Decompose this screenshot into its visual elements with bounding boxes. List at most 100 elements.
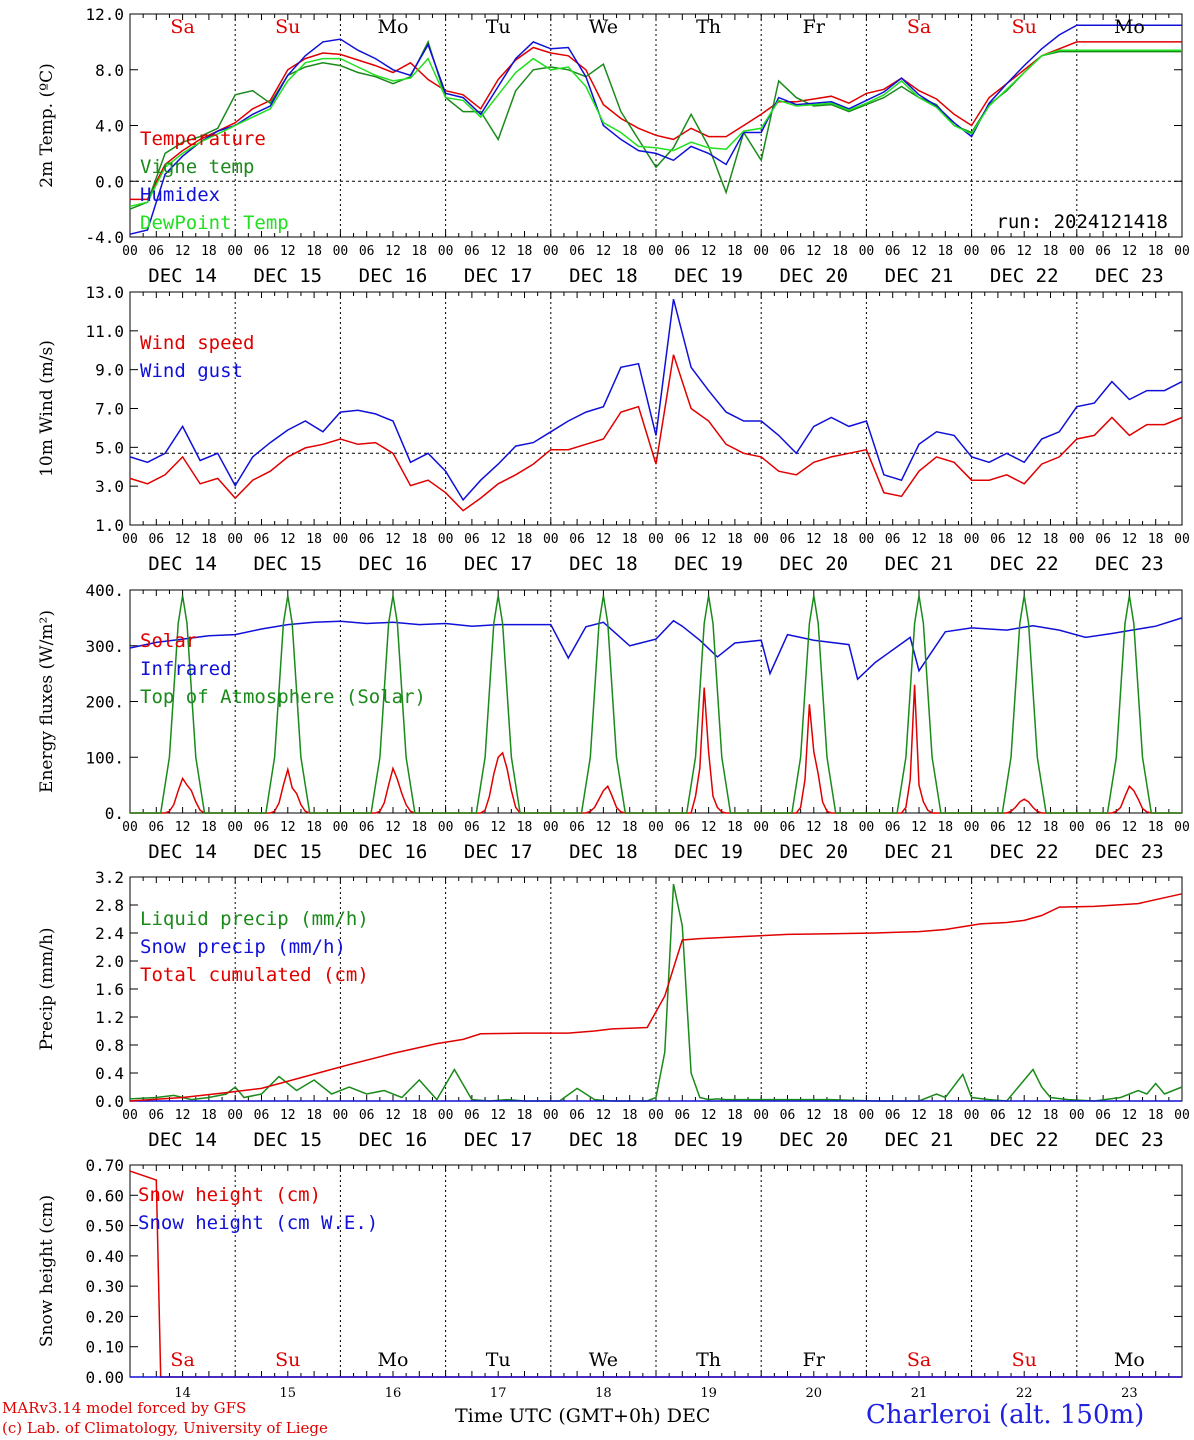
legend-entry: Snow height (cm W.E.) <box>138 1212 378 1234</box>
x-hour-label: 12 <box>701 820 717 835</box>
x-hour-label: 18 <box>727 532 743 547</box>
x-hour-label: 00 <box>333 532 349 547</box>
day-of-week-label-bottom: Fr <box>803 1349 826 1371</box>
x-date-label: DEC 20 <box>779 265 848 287</box>
x-date-label: DEC 19 <box>674 841 743 863</box>
x-hour-label: 18 <box>201 244 217 259</box>
x-date-label: DEC 22 <box>990 841 1059 863</box>
x-date-label: DEC 16 <box>359 553 428 575</box>
x-hour-label: 00 <box>438 1108 454 1123</box>
x-hour-label: 12 <box>806 532 822 547</box>
x-hour-label: 12 <box>806 820 822 835</box>
day-number-label: 17 <box>490 1386 507 1401</box>
legend-entry: Wind gust <box>140 360 243 382</box>
x-hour-label: 06 <box>359 244 375 259</box>
x-hour-label: 06 <box>990 244 1006 259</box>
legend-entry: Snow height (cm) <box>138 1184 321 1206</box>
x-hour-label: 18 <box>201 532 217 547</box>
x-hour-label: 00 <box>859 244 875 259</box>
panel-0-y-axis-label: 2m Temp. (ºC) <box>37 63 57 188</box>
series-line-humidex <box>129 24 1182 235</box>
x-hour-label: 12 <box>280 244 296 259</box>
day-of-week-label: Mo <box>1114 16 1145 38</box>
run-annotation: run: 2024121418 <box>996 211 1168 233</box>
x-hour-label: 12 <box>385 820 401 835</box>
x-date-label: DEC 19 <box>674 265 743 287</box>
panel-3-y-axis-label: Precip (mm/h) <box>37 927 57 1050</box>
x-date-label: DEC 23 <box>1095 265 1164 287</box>
x-hour-label: 12 <box>806 1108 822 1123</box>
legend-entry: Top of Atmosphere (Solar) <box>140 686 426 708</box>
panel-2-y-tick-label: 400. <box>85 581 124 600</box>
x-hour-label: 00 <box>227 1108 243 1123</box>
x-hour-label: 00 <box>333 244 349 259</box>
x-date-label: DEC 17 <box>464 553 533 575</box>
day-of-week-label-bottom: Su <box>275 1349 300 1371</box>
x-hour-label: 00 <box>1069 244 1085 259</box>
model-line: MARv3.14 model forced by GFS <box>2 1399 247 1417</box>
x-hour-label: 18 <box>306 1108 322 1123</box>
x-hour-label: 00 <box>753 1108 769 1123</box>
x-hour-label: 06 <box>1095 532 1111 547</box>
x-hour-label: 06 <box>674 1108 690 1123</box>
legend-entry: Wind speed <box>140 332 254 354</box>
x-hour-label: 18 <box>832 532 848 547</box>
x-hour-label: 12 <box>280 1108 296 1123</box>
panel-3-y-tick-label: 2.8 <box>95 896 124 915</box>
x-hour-label: 06 <box>464 820 480 835</box>
panel-3-y-tick-label: 3.2 <box>95 868 124 887</box>
x-hour-label: 18 <box>411 1108 427 1123</box>
panel-4-y-tick-label: 0.40 <box>85 1247 124 1266</box>
x-date-label: DEC 16 <box>359 1129 428 1151</box>
x-date-label: DEC 14 <box>148 1129 217 1151</box>
x-hour-label: 12 <box>1016 1108 1032 1123</box>
panel-4-y-tick-label: 0.70 <box>85 1156 124 1175</box>
x-hour-label: 00 <box>648 820 664 835</box>
x-hour-label: 12 <box>175 1108 191 1123</box>
panel-3-y-tick-label: 2.4 <box>95 924 124 943</box>
day-of-week-label-bottom: Tu <box>486 1349 511 1371</box>
x-hour-label: 00 <box>227 820 243 835</box>
x-hour-label: 18 <box>937 532 953 547</box>
x-hour-label: 06 <box>148 532 164 547</box>
day-of-week-label: Su <box>1012 16 1037 38</box>
x-hour-label: 06 <box>464 532 480 547</box>
legend-entry: Vigne temp <box>140 156 254 178</box>
panel-4-y-tick-label: 0.10 <box>85 1338 124 1357</box>
x-hour-label: 18 <box>622 1108 638 1123</box>
x-date-label: DEC 23 <box>1095 553 1164 575</box>
x-hour-label: 12 <box>385 1108 401 1123</box>
x-hour-label: 06 <box>569 1108 585 1123</box>
x-hour-label: 18 <box>937 244 953 259</box>
x-date-label: DEC 20 <box>779 1129 848 1151</box>
x-hour-label: 00 <box>227 244 243 259</box>
panel-2-y-tick-label: 100. <box>85 748 124 767</box>
x-hour-label: 00 <box>753 244 769 259</box>
x-hour-label: 00 <box>543 1108 559 1123</box>
x-hour-label: 00 <box>753 820 769 835</box>
x-hour-label: 00 <box>964 1108 980 1123</box>
x-hour-label: 06 <box>780 532 796 547</box>
x-hour-label: 18 <box>517 532 533 547</box>
day-of-week-label: Tu <box>486 16 511 38</box>
x-hour-label: 18 <box>622 244 638 259</box>
x-date-label: DEC 14 <box>148 265 217 287</box>
x-hour-label: 06 <box>990 820 1006 835</box>
x-hour-label: 12 <box>596 244 612 259</box>
x-hour-label: 00 <box>648 532 664 547</box>
x-hour-label: 06 <box>1095 820 1111 835</box>
panel-3-y-tick-label: 0.8 <box>95 1036 124 1055</box>
x-hour-label: 00 <box>1174 532 1190 547</box>
x-hour-label: 12 <box>701 532 717 547</box>
x-hour-label: 06 <box>569 820 585 835</box>
x-hour-label: 06 <box>885 1108 901 1123</box>
legend-entry: Infrared <box>140 658 232 680</box>
x-hour-label: 00 <box>122 1108 138 1123</box>
series-line-wind-speed <box>129 354 1183 512</box>
x-hour-label: 12 <box>806 244 822 259</box>
x-date-label: DEC 18 <box>569 265 638 287</box>
x-date-label: DEC 17 <box>464 841 533 863</box>
x-hour-label: 06 <box>569 244 585 259</box>
x-hour-label: 06 <box>148 244 164 259</box>
x-hour-label: 18 <box>306 244 322 259</box>
